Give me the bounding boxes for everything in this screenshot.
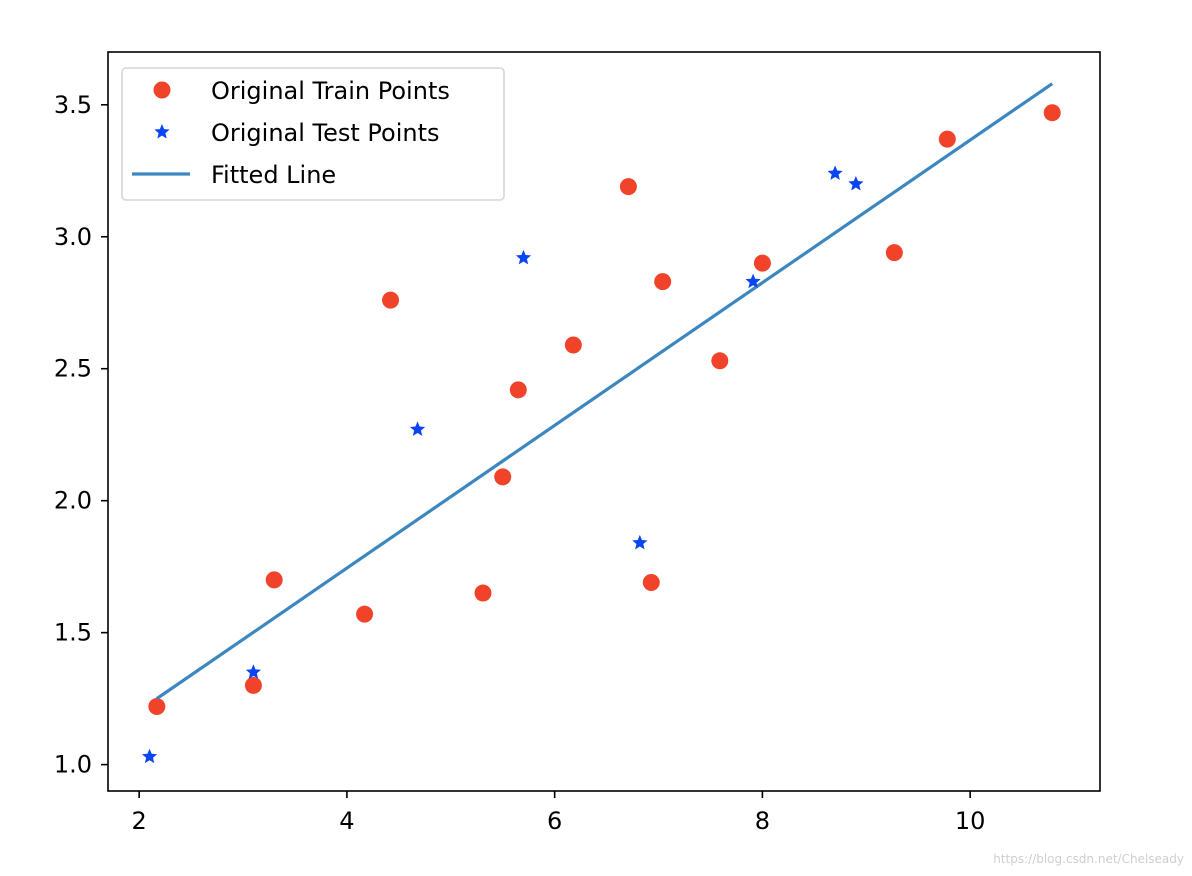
train-point <box>654 273 672 291</box>
watermark: https://blog.csdn.net/Chelseady <box>993 852 1184 866</box>
legend-star-swatch <box>154 124 170 139</box>
legend-label: Original Test Points <box>211 119 440 147</box>
legend-box <box>121 67 505 201</box>
x-tick-label: 2 <box>132 807 147 835</box>
train-point <box>265 571 283 589</box>
x-tick-label: 4 <box>339 807 354 835</box>
train-point <box>494 468 512 486</box>
y-tick-label: 3.5 <box>54 91 92 119</box>
y-tick-label: 1.5 <box>54 619 92 647</box>
legend-label: Original Train Points <box>211 77 450 105</box>
test-point <box>827 165 843 180</box>
legend-circle-swatch <box>153 81 171 99</box>
train-point <box>356 605 374 623</box>
test-point <box>745 273 761 289</box>
train-point <box>711 352 729 370</box>
train-point <box>619 178 637 196</box>
train-point <box>642 573 660 591</box>
legend-label: Fitted Line <box>211 161 336 189</box>
test-point <box>245 664 262 679</box>
test-point <box>848 175 864 191</box>
x-tick-label: 10 <box>955 807 986 835</box>
fitted-line <box>155 82 1054 700</box>
test-point <box>632 534 648 550</box>
train-point <box>148 698 166 716</box>
train-point <box>382 291 400 309</box>
test-point <box>515 249 532 265</box>
legend: Original Train Points Original Test Point… <box>121 67 505 201</box>
train-point <box>564 336 582 354</box>
x-tick-label: 8 <box>755 807 770 835</box>
train-point <box>938 130 956 148</box>
train-point <box>885 244 903 262</box>
train-point <box>1043 104 1061 122</box>
y-tick-label: 1.0 <box>54 751 92 779</box>
train-point <box>244 676 262 694</box>
test-point <box>141 748 158 764</box>
y-tick-label: 2.5 <box>54 355 92 383</box>
x-tick-label: 6 <box>547 807 562 835</box>
train-point <box>753 254 771 272</box>
axes-frame <box>107 51 1101 792</box>
y-tick-label: 3.0 <box>54 223 92 251</box>
train-point <box>474 584 492 602</box>
train-point <box>509 381 527 399</box>
test-point <box>409 421 426 436</box>
y-tick-label: 2.0 <box>54 487 92 515</box>
plot-layer: 2 4 6 8 10 1.0 1.5 2.0 2.5 3.0 3.5 <box>54 51 1101 835</box>
